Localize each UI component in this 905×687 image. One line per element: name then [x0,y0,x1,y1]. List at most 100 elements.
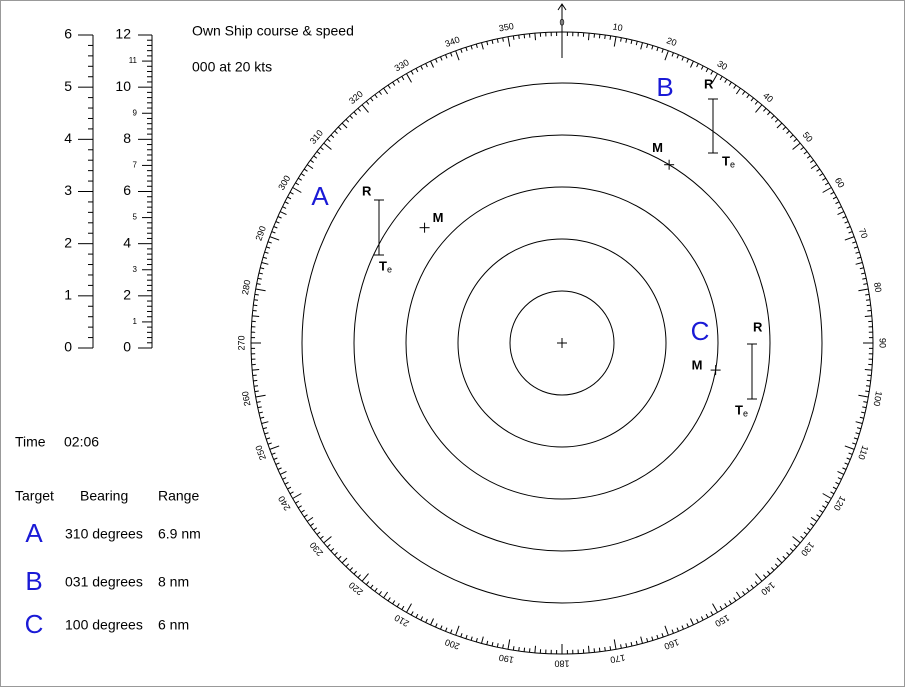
dial-tick [661,633,664,638]
dial-tick [306,164,314,170]
target-letter: C [691,316,710,346]
bearing-label: 320 [347,89,365,106]
dial-tick [262,256,268,259]
dial-tick [264,251,269,254]
dial-tick [277,216,282,219]
dial-tick [810,523,814,527]
dial-tick [816,514,821,518]
dial-tick [378,591,382,595]
range-ring [353,134,771,552]
dial-tick [269,445,280,450]
dial-tick [410,70,414,75]
bearing-label: 230 [308,540,325,558]
dial-tick [754,581,759,586]
dial-tick [651,45,654,50]
dial-tick [425,618,428,623]
time-value: 02:06 [64,434,99,450]
dial-tick [630,39,633,44]
dial-tick [690,618,694,626]
dial-tick [724,603,728,608]
dial-tick [858,288,869,292]
dial-tick [266,437,271,440]
dial-tick [646,43,649,49]
target-letter: C [25,609,44,639]
tick-label: 10 [115,78,131,94]
dial-tick [774,563,779,568]
dial-tick [803,531,808,535]
dial-tick [767,570,771,575]
dial-tick [862,277,867,280]
dial-tick [266,246,271,249]
dial-tick [865,293,870,296]
dial-tick [793,544,798,548]
dial-tick [534,645,537,653]
dial-tick [724,78,728,83]
dial-tick [357,574,361,579]
dial-tick [496,38,499,43]
dial-tick [518,34,520,40]
dial-tick [830,491,835,495]
dial-tick [470,45,473,50]
dial-tick [728,600,732,605]
dial-tick [256,283,261,285]
tick-label: 1 [133,317,138,326]
table-header: Target [15,488,54,504]
dial-tick [253,385,259,387]
bearing-label: 200 [444,637,462,652]
bearing-label: 140 [759,580,777,597]
heading-arrow [557,3,567,11]
bearing-label: 210 [393,613,411,629]
dial-tick [430,60,434,68]
dial-tick [303,514,308,518]
dial-tick [625,38,628,43]
dial-tick [396,603,400,608]
bearing-label: 350 [498,21,515,33]
dial-tick [401,605,405,610]
dial-tick [844,221,849,224]
dial-tick [842,216,847,219]
own-ship-value: 000 at 20 kts [192,59,272,75]
bearing-label: 120 [832,494,848,512]
dial-tick [776,122,783,129]
dial-tick [705,613,709,618]
dial-tick [282,206,287,209]
dial-tick [800,535,805,540]
dial-tick [803,151,808,155]
dial-tick [313,527,318,531]
dial-tick [349,567,353,571]
dial-tick [279,471,287,475]
dial-tick [254,293,259,296]
own-ship-title: Own Ship course & speed [192,23,354,39]
dial-tick [664,50,669,61]
dial-tick [755,573,763,582]
dial-tick [735,591,741,599]
tick-label: 4 [123,234,131,250]
bearing: 100 degrees [65,617,143,633]
dial-tick [640,42,643,50]
dial-tick [700,616,704,621]
dial-tick [861,411,866,414]
dial-tick [705,68,709,73]
tick-label: 1 [64,287,72,303]
dial-tick [782,555,787,560]
dial-tick [733,597,737,602]
table-header: Bearing [80,488,128,504]
bearing-label: 310 [308,128,325,146]
dial-tick [282,477,287,480]
dial-tick [284,201,289,205]
range-ring [457,238,667,448]
dial-tick [810,164,818,170]
dial-tick [357,107,361,112]
dial-tick [292,493,302,499]
dial-tick [846,457,851,460]
dial-tick [864,315,872,318]
dial-tick [786,552,790,556]
dial-tick [862,406,867,409]
dial-tick [835,481,840,485]
dial-tick [735,87,741,95]
dial-tick [378,91,382,95]
dial-tick [261,421,269,424]
dial-tick [865,385,871,387]
dial-tick [374,94,378,99]
dial-tick [261,262,269,265]
